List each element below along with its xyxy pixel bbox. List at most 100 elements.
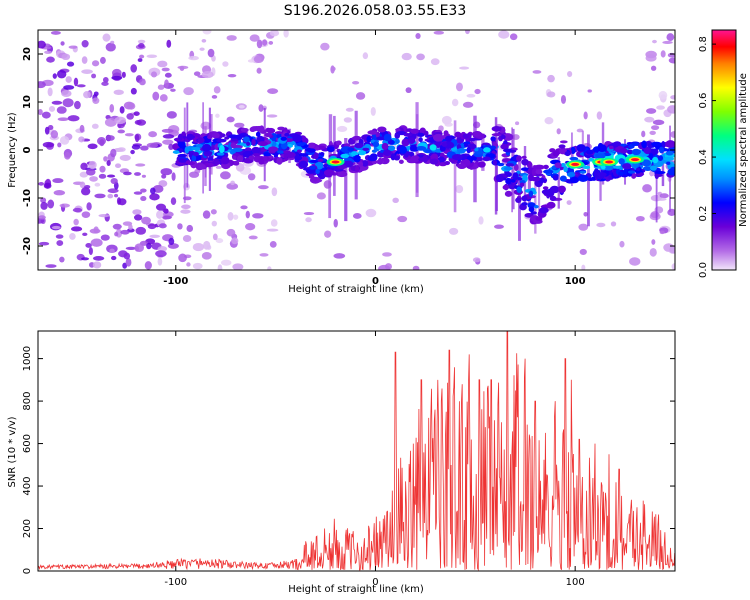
spectrogram-cell	[157, 84, 165, 90]
spectrogram-cell	[566, 200, 572, 205]
spectrogram-cell	[641, 140, 647, 149]
spectrogram-cell	[38, 40, 46, 49]
spectrogram-cell	[215, 165, 222, 169]
spectrogram-cell	[38, 215, 46, 220]
spectrogram-cell	[530, 211, 537, 215]
spectrogram-cell	[46, 56, 55, 63]
spectrogram-cell	[515, 197, 522, 203]
spectrogram-cell	[138, 43, 145, 49]
spectrogram-xlabel: Height of straight line (km)	[288, 284, 424, 295]
spectrogram-cell	[149, 193, 160, 201]
spectrogram-cell	[216, 152, 225, 156]
spectrogram-cell	[255, 131, 261, 137]
spectrogram-cell	[597, 172, 607, 177]
spectrogram-cell	[670, 131, 675, 138]
spectrogram-cell	[398, 159, 404, 164]
snr-xtick-label: -100	[164, 577, 187, 588]
spectrogram-cell	[146, 142, 159, 148]
snr-ytick-label: 1000	[22, 346, 33, 371]
colorbar-gradient	[712, 30, 736, 270]
spectrogram-cell	[232, 147, 243, 153]
spectrogram-cell	[79, 181, 86, 189]
spectrogram-cell	[596, 222, 606, 228]
spectrogram-cell	[207, 135, 213, 140]
spectrogram-cell	[81, 69, 93, 74]
spectrogram-cell	[635, 216, 645, 222]
spectrogram-cell	[655, 149, 658, 223]
spectrogram-cell	[352, 212, 362, 219]
spectrogram-cell	[668, 246, 675, 254]
spectrogram-cell	[492, 141, 498, 147]
spectrogram-cell	[415, 32, 421, 39]
spectrogram-cell	[425, 149, 433, 153]
spectrogram-cell	[70, 226, 83, 232]
spectrogram-cell	[243, 136, 250, 143]
spectrogram-ytick-label: 10	[22, 95, 33, 109]
spectrogram-cell	[462, 101, 474, 108]
spectrogram-cell	[636, 167, 641, 171]
spectrogram-cell	[567, 71, 573, 78]
spectrogram-cell	[610, 221, 617, 227]
spectrogram-cell	[131, 144, 141, 150]
spectrogram-cell	[217, 155, 223, 160]
spectrogram-cell	[445, 135, 453, 142]
spectrogram-cell	[326, 146, 335, 153]
spectrogram-cell	[650, 211, 660, 219]
spectrogram-cell	[443, 130, 449, 137]
spectrogram-cell	[309, 165, 316, 170]
spectrogram-cell	[256, 67, 262, 74]
spectrogram-cell	[88, 247, 93, 256]
spectrogram-cell	[215, 113, 220, 118]
snr-ytick-label: 800	[22, 392, 33, 411]
spectrogram-cell	[655, 197, 667, 201]
spectrogram-cell	[594, 153, 606, 159]
spectrogram-cell	[353, 154, 361, 163]
spectrogram-cell	[38, 181, 45, 186]
spectrogram-cell	[130, 149, 135, 155]
spectrogram-cell	[213, 86, 221, 94]
spectrogram-cell	[268, 146, 279, 153]
spectrogram-cell	[533, 205, 539, 209]
spectrogram-cell	[234, 122, 245, 128]
spectrogram-cell	[177, 153, 188, 158]
spectrogram-cell	[109, 104, 115, 113]
spectrogram-cell	[152, 91, 160, 101]
spectrogram-cell	[166, 111, 177, 119]
spectrogram-cell	[410, 128, 419, 134]
spectrogram-cell	[44, 126, 50, 135]
spectrogram-peak	[631, 158, 640, 162]
spectrogram-cell	[650, 165, 657, 171]
spectrogram-cell	[203, 162, 214, 168]
spectrogram-cell	[133, 111, 140, 116]
spectrogram-cell	[333, 218, 338, 228]
spectrogram-cell	[157, 257, 163, 266]
spectrogram-cell	[80, 187, 91, 196]
spectrogram-cell	[38, 241, 50, 246]
spectrogram-cell	[149, 234, 161, 238]
spectrogram-cell	[665, 150, 674, 156]
spectrogram-cell	[180, 209, 191, 214]
spectrogram-cell	[170, 197, 177, 206]
spectrogram-cell	[644, 116, 655, 123]
spectrogram-cell	[159, 94, 168, 102]
spectrogram-cell	[366, 135, 371, 143]
spectrogram-cell	[119, 106, 125, 114]
spectrogram-cell	[246, 141, 251, 146]
spectrogram-cell	[270, 219, 278, 227]
spectrogram-cell	[45, 264, 57, 268]
spectrogram-cell	[106, 135, 115, 141]
spectrogram-cell	[457, 147, 466, 154]
spectrogram-cell	[114, 116, 126, 125]
spectrogram-cell	[86, 202, 92, 211]
spectrogram-cell	[500, 134, 506, 140]
spectrogram-cell	[91, 123, 99, 129]
spectrogram-cell	[210, 209, 217, 215]
spectrogram-cell	[98, 213, 110, 218]
spectrogram-cell	[652, 156, 659, 164]
spectrogram-cell	[227, 73, 237, 78]
colorbar-label: Normalized spectral amplitude	[738, 73, 749, 227]
spectrogram-cell	[211, 160, 221, 165]
spectrogram-cell	[247, 59, 256, 63]
snr-ytick-label: 0	[22, 568, 33, 574]
spectrogram-cell	[513, 163, 519, 172]
